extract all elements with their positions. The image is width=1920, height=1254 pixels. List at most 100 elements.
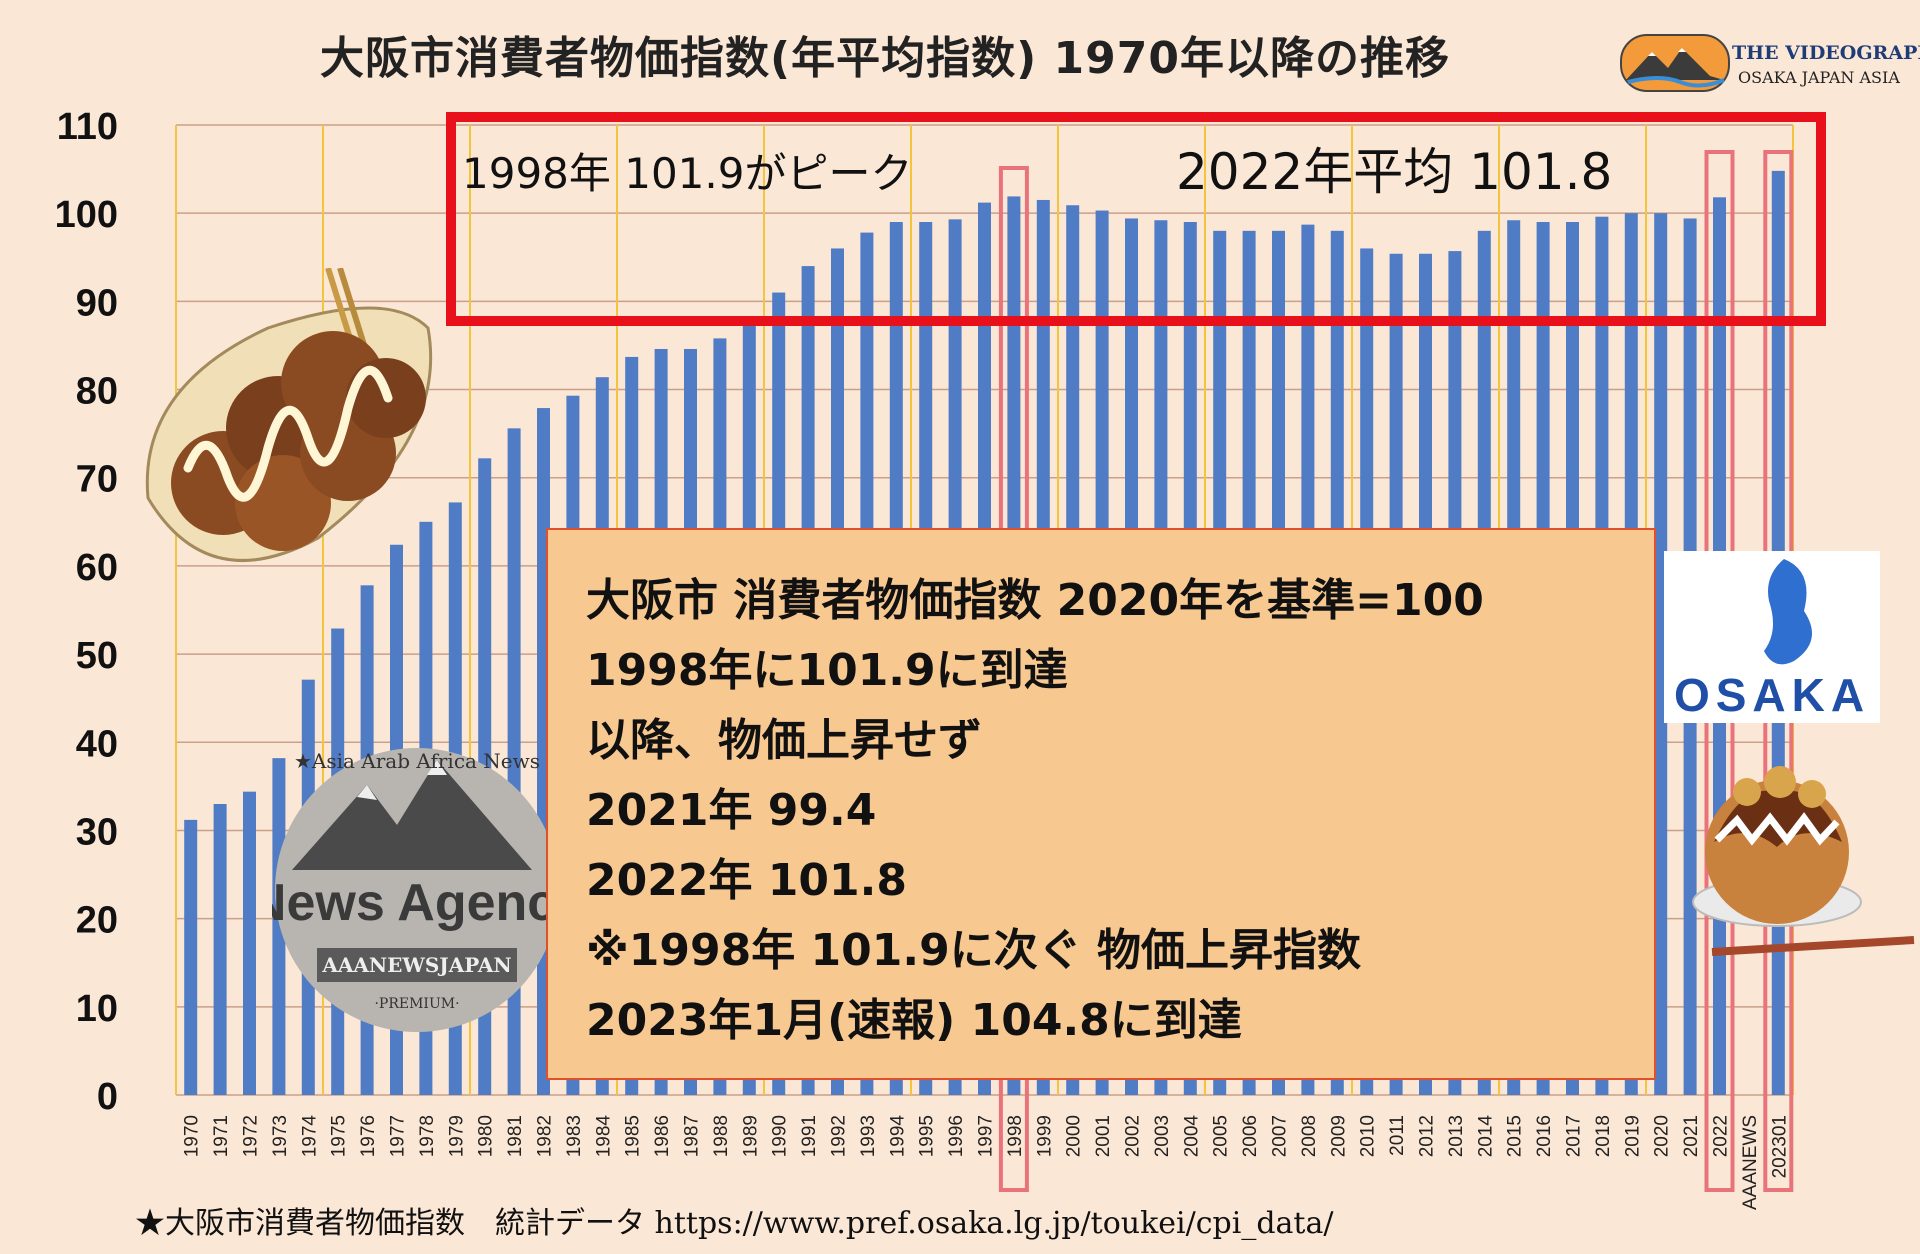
news-agency-stamp-logo: News Agency AAANEWSJAPAN ·PREMIUM· ★Asia…: [272, 748, 562, 1032]
x-tick-label: 1999: [1034, 1115, 1055, 1157]
x-tick-label: 1976: [358, 1115, 379, 1157]
x-tick-label: 1970: [182, 1115, 203, 1157]
takoyaki-illustration: [1692, 766, 1915, 956]
x-tick-label: 1982: [535, 1115, 556, 1157]
x-tick-label: 2020: [1652, 1115, 1673, 1157]
x-tick-label: 1991: [799, 1115, 820, 1157]
x-tick-label: 2005: [1211, 1115, 1232, 1157]
y-tick-label: 0: [97, 1076, 118, 1118]
peak-callout: 1998年 101.9がピーク: [462, 149, 913, 198]
info-line: 大阪市 消費者物価指数 2020年を基準=100: [586, 575, 1484, 626]
x-tick-label: 2021: [1681, 1115, 1702, 1157]
x-tick-label: 2004: [1181, 1115, 1202, 1158]
x-tick-label: 2008: [1299, 1115, 1320, 1157]
y-tick-label: 80: [76, 371, 118, 413]
x-tick-label: 1994: [887, 1115, 908, 1158]
stamp-main-text: News Agency: [272, 874, 562, 932]
takoyaki-boat-illustration: [145, 268, 433, 562]
x-tick-label: 1974: [299, 1115, 320, 1158]
x-tick-label: 1996: [946, 1115, 967, 1157]
x-tick-label: 2010: [1358, 1115, 1379, 1157]
y-tick-label: 100: [55, 194, 118, 236]
x-tick-label: 2016: [1534, 1115, 1555, 1157]
stamp-sub-text: ·PREMIUM·: [374, 996, 459, 1012]
x-tick-label: 1995: [917, 1115, 938, 1157]
bar: [213, 804, 227, 1095]
y-tick-label: 30: [76, 811, 118, 853]
x-tick-label: 1987: [682, 1115, 703, 1157]
x-tick-label: 2011: [1387, 1115, 1408, 1156]
mountain-logo-icon: [1620, 34, 1730, 92]
x-tick-label: 1983: [564, 1115, 585, 1157]
info-line: 以降、物価上昇せず: [586, 715, 982, 766]
logo-line-2: OSAKA JAPAN ASIA: [1738, 68, 1900, 87]
x-tick-label: 2000: [1064, 1115, 1085, 1157]
logo-line-1: THE VIDEOGRAPHY: [1732, 42, 1920, 64]
x-tick-label: 2001: [1093, 1115, 1114, 1157]
bar: [272, 758, 286, 1095]
x-tick-label: 2009: [1328, 1115, 1349, 1157]
x-tick-label: 1971: [211, 1115, 232, 1157]
x-tick-label: 1989: [740, 1115, 761, 1157]
y-tick-label: 60: [76, 547, 118, 589]
x-tick-label: 1973: [270, 1115, 291, 1157]
x-tick-label: 1997: [976, 1115, 997, 1157]
x-tick-label: 1986: [652, 1115, 673, 1157]
info-line: 2023年1月(速報) 104.8に到達: [586, 995, 1242, 1046]
x-tick-label: 2017: [1564, 1115, 1585, 1157]
y-tick-label: 10: [76, 988, 118, 1030]
x-tick-label: 1978: [417, 1115, 438, 1157]
avg-2022-callout: 2022年平均 101.8: [1176, 143, 1613, 201]
x-tick-label: 2006: [1240, 1115, 1261, 1157]
x-tick-label: 2002: [1123, 1115, 1144, 1157]
x-axis-ticks: 1970 1971 1972 1973 1974 1975 1976 1977 1978 1979…: [182, 1115, 1791, 1210]
info-line: ※1998年 101.9に次ぐ 物価上昇指数: [586, 925, 1362, 976]
x-tick-label: 1975: [329, 1115, 350, 1157]
x-tick-label: 2012: [1417, 1115, 1438, 1157]
x-tick-label: 2015: [1505, 1115, 1526, 1157]
y-tick-label: 70: [76, 459, 118, 501]
x-tick-label: 2019: [1622, 1115, 1643, 1157]
bar: [184, 819, 198, 1095]
x-tick-label: 2013: [1446, 1115, 1467, 1157]
stamp-ribbon-text: AAANEWSJAPAN: [321, 953, 511, 977]
x-tick-label: 2018: [1593, 1115, 1614, 1157]
y-axis-ticks: 0 10 20 30 40 50 60 70 80 90 100 110: [55, 106, 118, 1118]
y-tick-label: 90: [76, 282, 118, 324]
x-tick-label: 1990: [770, 1115, 791, 1157]
info-line: 2021年 99.4: [586, 785, 877, 836]
x-tick-label: 1992: [829, 1115, 850, 1157]
x-tick-label: 2007: [1270, 1115, 1291, 1157]
x-tick-label: 2003: [1152, 1115, 1173, 1157]
x-tick-label: 1979: [446, 1115, 467, 1157]
x-tick-label: AAANEWS: [1740, 1115, 1761, 1210]
source-footer: ★大阪市消費者物価指数 統計データ https://www.pref.osaka…: [135, 1206, 1334, 1241]
y-tick-label: 50: [76, 635, 118, 677]
x-tick-label: 1977: [388, 1115, 409, 1157]
x-tick-label: 2022: [1711, 1115, 1732, 1157]
info-box: 大阪市 消費者物価指数 2020年を基準=100 1998年に101.9に到達 …: [546, 528, 1656, 1080]
info-line: 2022年 101.8: [586, 855, 907, 906]
x-tick-label: 1993: [858, 1115, 879, 1157]
chart-title: 大阪市消費者物価指数(年平均指数) 1970年以降の推移: [320, 33, 1450, 84]
x-tick-label: 1998: [1005, 1115, 1026, 1157]
peak-highlight-box: [446, 112, 1826, 326]
x-tick-label: 1988: [711, 1115, 732, 1157]
stamp-arc-text: ★Asia Arab Africa News: [294, 749, 540, 773]
x-tick-label: 1980: [476, 1115, 497, 1157]
x-tick-label: 2014: [1475, 1115, 1496, 1158]
y-tick-label: 40: [76, 723, 118, 765]
bar: [243, 791, 256, 1095]
osaka-logo-text: OSAKA: [1674, 669, 1870, 721]
y-tick-label: 20: [76, 900, 118, 942]
osaka-map-logo: OSAKA: [1664, 551, 1880, 723]
x-tick-label: 1984: [593, 1115, 614, 1158]
y-tick-label: 110: [57, 106, 118, 148]
info-line: 1998年に101.9に到達: [586, 645, 1068, 696]
bar: [1654, 213, 1668, 1095]
x-tick-label: 1985: [623, 1115, 644, 1157]
x-tick-label: 202301: [1769, 1115, 1790, 1178]
videography-logo: THE VIDEOGRAPHY OSAKA JAPAN ASIA: [1620, 34, 1920, 96]
x-tick-label: 1972: [241, 1115, 262, 1157]
